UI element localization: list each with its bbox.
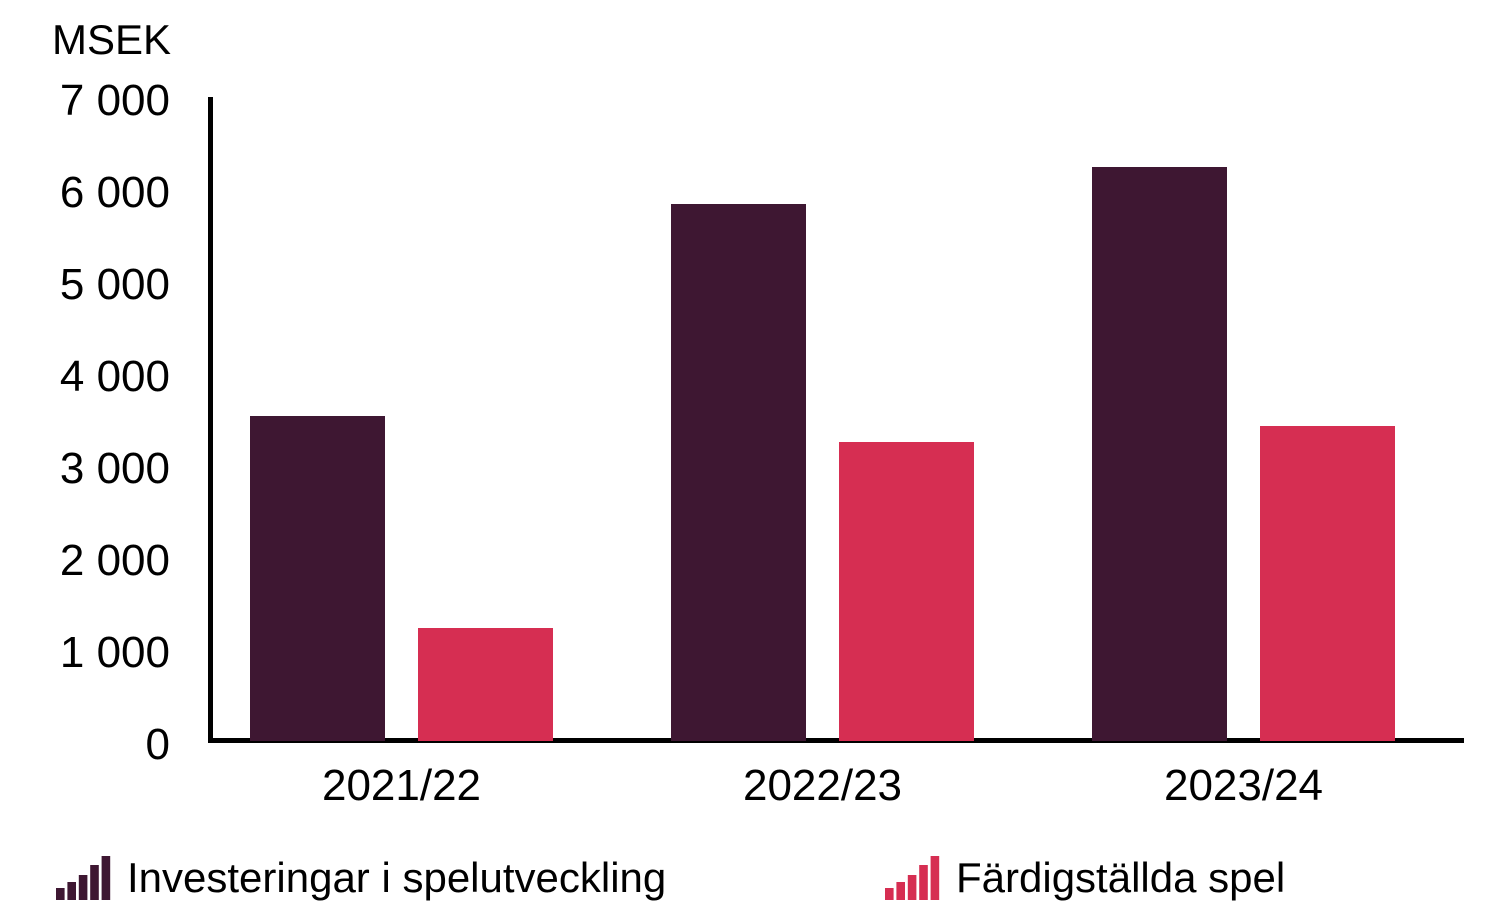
- y-tick-label: 0: [145, 720, 170, 769]
- mini-bar-chart-icon: [885, 856, 940, 900]
- x-axis-line: [208, 738, 1464, 743]
- bar-investeringar-2022/23: [671, 204, 806, 741]
- y-axis-line: [208, 97, 213, 743]
- bar-investeringar-2021/22: [250, 416, 385, 741]
- mini-bar-chart-icon: [56, 856, 111, 900]
- y-tick-label: 4 000: [59, 352, 170, 401]
- x-axis-label: 2021/22: [321, 761, 482, 810]
- y-tick-label: 7 000: [59, 76, 170, 125]
- y-axis-tick-labels: 0 1 000 2 000 3 000 4 000 5 000 6 000 7 000: [0, 76, 170, 769]
- x-axis-label: 2023/24: [1163, 761, 1324, 810]
- plot-area: [210, 97, 1464, 741]
- legend-label-fardigstallda: Färdigställda spel: [956, 854, 1286, 901]
- y-tick-label: 2 000: [59, 536, 170, 585]
- x-axis-labels: 2021/22 2022/23 2023/24: [210, 760, 1464, 816]
- bar-fardigstallda-2021/22: [418, 628, 553, 741]
- y-tick-label: 5 000: [59, 260, 170, 309]
- x-axis-label: 2022/23: [742, 761, 903, 810]
- bar-fardigstallda-2022/23: [839, 442, 974, 741]
- legend: Investeringar i spelutveckling Färdigstä…: [0, 852, 1506, 904]
- bar-fardigstallda-2023/24: [1260, 426, 1395, 741]
- bar-investeringar-2023/24: [1092, 167, 1227, 741]
- legend-label-investeringar: Investeringar i spelutveckling: [127, 854, 667, 901]
- y-axis-unit-label: MSEK: [52, 16, 172, 63]
- y-tick-label: 3 000: [59, 444, 170, 493]
- legend-item-investeringar: Investeringar i spelutveckling: [56, 852, 666, 904]
- legend-item-fardigstallda: Färdigställda spel: [885, 852, 1285, 904]
- y-tick-label: 1 000: [59, 628, 170, 677]
- y-tick-label: 6 000: [59, 168, 170, 217]
